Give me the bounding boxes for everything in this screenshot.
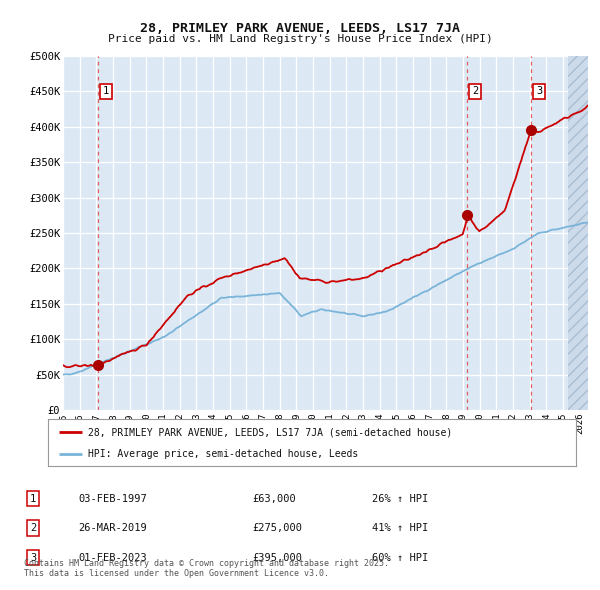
Text: 01-FEB-2023: 01-FEB-2023 [78, 553, 147, 562]
Text: HPI: Average price, semi-detached house, Leeds: HPI: Average price, semi-detached house,… [88, 450, 358, 459]
Text: 26% ↑ HPI: 26% ↑ HPI [372, 494, 428, 503]
Text: Contains HM Land Registry data © Crown copyright and database right 2025.
This d: Contains HM Land Registry data © Crown c… [24, 559, 389, 578]
Text: 26-MAR-2019: 26-MAR-2019 [78, 523, 147, 533]
Text: £63,000: £63,000 [252, 494, 296, 503]
Text: 60% ↑ HPI: 60% ↑ HPI [372, 553, 428, 562]
Text: Price paid vs. HM Land Registry's House Price Index (HPI): Price paid vs. HM Land Registry's House … [107, 34, 493, 44]
Text: £395,000: £395,000 [252, 553, 302, 562]
Text: 41% ↑ HPI: 41% ↑ HPI [372, 523, 428, 533]
Bar [568, 56, 588, 410]
Text: 1: 1 [103, 87, 109, 96]
Text: 28, PRIMLEY PARK AVENUE, LEEDS, LS17 7JA: 28, PRIMLEY PARK AVENUE, LEEDS, LS17 7JA [140, 22, 460, 35]
Text: 2: 2 [472, 87, 478, 96]
Text: 03-FEB-1997: 03-FEB-1997 [78, 494, 147, 503]
Text: 2: 2 [30, 523, 36, 533]
Text: 1: 1 [30, 494, 36, 503]
Text: 3: 3 [30, 553, 36, 562]
Text: £275,000: £275,000 [252, 523, 302, 533]
Text: 28, PRIMLEY PARK AVENUE, LEEDS, LS17 7JA (semi-detached house): 28, PRIMLEY PARK AVENUE, LEEDS, LS17 7JA… [88, 427, 452, 437]
Text: 3: 3 [536, 87, 542, 96]
